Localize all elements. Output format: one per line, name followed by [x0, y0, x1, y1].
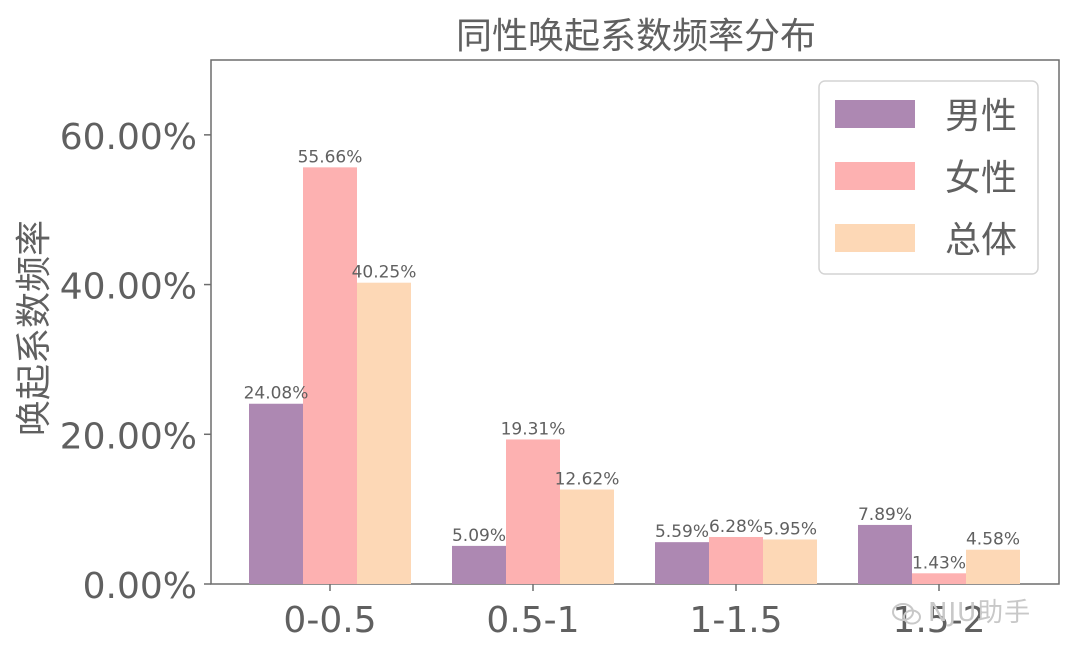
- y-tick-label: 60.00%: [60, 117, 197, 158]
- data-label: 55.66%: [298, 147, 363, 167]
- bar: [357, 282, 411, 584]
- bar: [763, 539, 817, 584]
- y-tick-label: 20.00%: [60, 416, 197, 457]
- x-tick-label: 1.5-2: [892, 600, 985, 641]
- y-ticks: 0.00% 20.00% 40.00% 60.00%: [60, 117, 211, 607]
- bar: [506, 439, 560, 584]
- bar: [303, 167, 357, 584]
- data-label: 19.31%: [501, 419, 566, 439]
- bar: [655, 542, 709, 584]
- data-label: 12.62%: [555, 470, 620, 490]
- bar: [709, 536, 763, 584]
- legend-swatch: [835, 100, 915, 128]
- y-axis-label: 唤起系数频率: [14, 220, 55, 436]
- legend-swatch: [835, 224, 915, 252]
- bars: [249, 167, 1020, 584]
- data-label: 6.28%: [709, 517, 763, 537]
- watermark-text: NJU助手: [928, 598, 1032, 628]
- data-labels: 24.08% 55.66% 40.25% 5.09% 19.31% 12.62% 5.59%…: [244, 147, 1020, 573]
- data-label: 4.58%: [966, 530, 1020, 550]
- plot-frame: [210, 59, 1060, 585]
- data-label: 5.09%: [452, 526, 506, 546]
- legend-label: 总体: [945, 220, 1017, 261]
- bar: [452, 545, 506, 584]
- y-tick-label: 40.00%: [60, 267, 197, 308]
- data-label: 7.89%: [858, 505, 912, 525]
- wechat-icon: [892, 602, 921, 624]
- data-label: 5.59%: [655, 522, 709, 542]
- bar: [249, 403, 303, 584]
- data-label: 24.08%: [244, 384, 309, 404]
- data-label: 1.43%: [912, 553, 966, 573]
- bar: [560, 489, 614, 584]
- x-tick-label: 1-1.5: [689, 600, 782, 641]
- y-tick-label: 0.00%: [83, 566, 197, 607]
- bar: [858, 524, 912, 584]
- x-tick-label: 0-0.5: [283, 600, 376, 641]
- chart-title: 同性唤起系数频率分布: [456, 16, 816, 57]
- legend-label: 男性: [945, 96, 1017, 137]
- data-label: 40.25%: [352, 263, 417, 283]
- legend-swatch: [835, 162, 915, 190]
- watermark: NJU助手: [892, 592, 1031, 629]
- x-tick-label: 0.5-1: [486, 600, 579, 641]
- data-label: 5.95%: [763, 519, 817, 539]
- bar: [912, 573, 966, 584]
- x-ticks: 0-0.5 0.5-1 1-1.5 1.5-2: [283, 584, 986, 641]
- bar: [966, 549, 1020, 584]
- legend-label: 女性: [945, 158, 1017, 199]
